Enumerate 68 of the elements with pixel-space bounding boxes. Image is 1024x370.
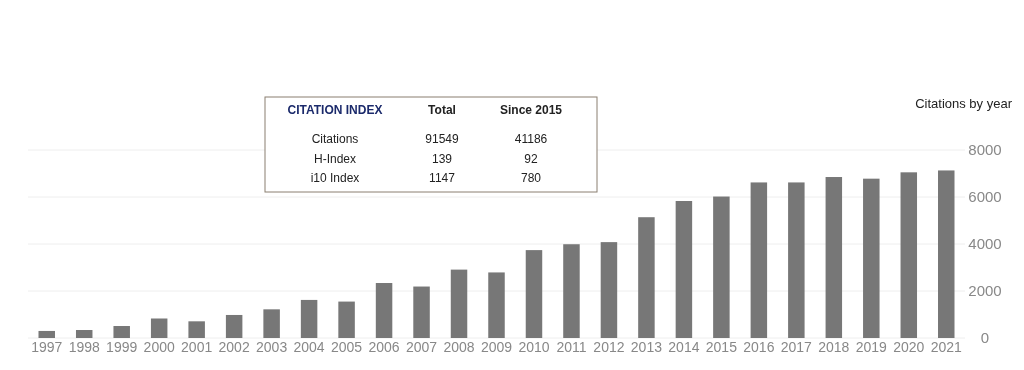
bar — [150, 318, 168, 338]
annotation: 139 — [431, 152, 453, 166]
bar — [825, 177, 843, 338]
x-tick-label: 2017 — [780, 339, 813, 355]
y-axis-title: Citations by year — [915, 96, 1013, 111]
x-tick-label: 2020 — [893, 339, 925, 355]
bar — [938, 170, 955, 338]
y-tick-label: 0 — [980, 329, 990, 347]
bar — [338, 301, 355, 338]
x-tick-label: 2018 — [818, 339, 850, 355]
x-tick-label: 2021 — [930, 339, 963, 355]
x-tick-label: 2008 — [443, 339, 475, 355]
bar — [188, 321, 205, 338]
x-tick-label: 1998 — [68, 339, 100, 355]
x-tick-label: 2003 — [256, 339, 288, 355]
annotation: 92 — [524, 152, 538, 166]
bar — [638, 217, 655, 338]
bar — [300, 299, 318, 338]
x-tick-label: 2019 — [855, 339, 888, 355]
bar — [375, 283, 393, 338]
x-tick-label: 2011 — [556, 339, 587, 355]
x-tick-label: 2004 — [293, 339, 325, 355]
x-tick-label: 1999 — [106, 339, 138, 355]
x-tick-label: 2002 — [218, 339, 250, 355]
x-tick-label: 1997 — [31, 339, 63, 355]
x-tick-label: 2012 — [593, 339, 625, 355]
bar — [450, 269, 468, 338]
bar — [263, 309, 280, 338]
bar — [38, 330, 55, 338]
text: Since 2015 — [499, 103, 563, 117]
x-tick-label: 2015 — [705, 339, 738, 355]
y-tick-label: 4000 — [968, 235, 1002, 253]
x-tick-label: 2013 — [630, 339, 663, 355]
x-tick-label: 2016 — [743, 339, 775, 355]
bar — [488, 272, 505, 338]
x-tick-label: 2007 — [405, 339, 438, 355]
x-tick-label: 2001 — [181, 339, 213, 355]
annotation: i10 Index — [310, 171, 360, 185]
bar — [863, 178, 880, 338]
bar — [675, 201, 693, 338]
y-tick-label: 8000 — [968, 141, 1002, 159]
annotation: H-Index — [313, 152, 357, 166]
bar — [413, 286, 430, 338]
text: CITATION INDEX — [287, 103, 383, 117]
annotation: 780 — [520, 171, 542, 185]
x-tick-label: 2006 — [368, 339, 400, 355]
x-tick-label: 2005 — [331, 339, 363, 355]
x-tick-label: 2010 — [518, 339, 550, 355]
text: 91549 — [425, 132, 460, 146]
text: Total — [428, 103, 456, 117]
bar — [788, 182, 805, 338]
bar — [600, 242, 618, 338]
y-tick-label: 2000 — [968, 282, 1002, 300]
bar — [750, 182, 768, 338]
x-tick-label: 2009 — [480, 339, 513, 355]
text: 41186 — [514, 132, 548, 146]
bar — [525, 250, 543, 338]
bar — [563, 244, 580, 338]
x-tick-label: 2000 — [143, 339, 175, 355]
bar — [113, 326, 130, 338]
text: Citations — [311, 132, 359, 146]
bar — [225, 314, 243, 338]
y-tick-label: 6000 — [968, 188, 1002, 206]
x-tick-label: 2014 — [668, 339, 700, 355]
bar — [75, 330, 93, 338]
bar — [713, 196, 730, 338]
bar — [900, 172, 918, 338]
annotation: 1147 — [429, 171, 456, 185]
